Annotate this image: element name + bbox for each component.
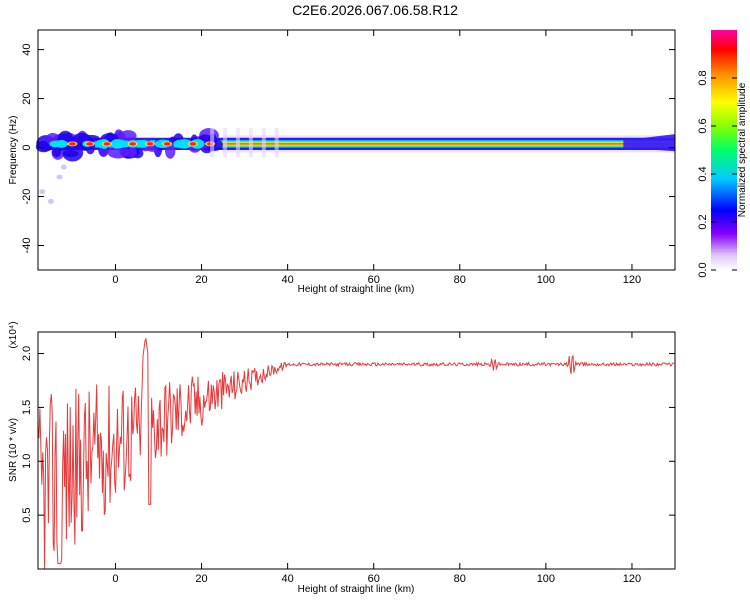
faint-spot	[60, 164, 67, 170]
spectral-blob-cyan	[49, 140, 62, 148]
colorbar-tick-label: 0.8	[697, 70, 709, 85]
spectral-peak-red	[189, 142, 197, 146]
y-tick-label: -20	[21, 189, 33, 205]
colorbar: 0.0 0.2 0.4 0.6 0.8 Normalized spectral ampl…	[697, 30, 748, 278]
colorbar-tick-label: 0.0	[697, 262, 709, 277]
y-tick-label: 0.5	[21, 507, 33, 522]
spectrogram-panel: 0 20 40 60 80 100 120 -40 -20 0 20 40 Height of str…	[8, 29, 676, 295]
faint-spot	[39, 189, 46, 195]
faint-spot	[56, 174, 63, 180]
colorbar-tick-label: 0.2	[697, 214, 709, 229]
x-tick-label: 100	[537, 573, 555, 585]
x-tick-label: 0	[112, 274, 118, 286]
x-tick-label: 100	[537, 274, 555, 286]
faint-column	[261, 127, 266, 158]
x-tick-label: 20	[195, 573, 207, 585]
faint-spot	[47, 198, 54, 204]
y-tick-label: 2.0	[21, 346, 33, 361]
spectral-peak-red	[129, 142, 137, 146]
faint-column	[248, 127, 253, 158]
spectrogram-ticks: 0 20 40 60 80 100 120 -40 -20 0 20 40	[21, 30, 675, 286]
faint-column	[210, 127, 215, 158]
x-tick-label: 80	[454, 274, 466, 286]
snr-panel: 0 20 40 60 80 100 120 0.5 1.0 1.5 2.0 Height of st…	[8, 321, 676, 595]
band-core	[175, 143, 675, 145]
colorbar-gradient	[711, 30, 737, 270]
colorbar-tick-label: 0.4	[697, 166, 709, 181]
y-tick-label: 1.5	[21, 400, 33, 415]
spectral-peak-red	[86, 142, 94, 146]
faint-column	[274, 127, 279, 158]
y-tick-label: 40	[21, 43, 33, 55]
x-tick-label: 40	[282, 274, 294, 286]
spectral-blob-cyan	[176, 139, 193, 149]
spectral-peak-red	[146, 142, 154, 146]
colorbar-tick-label: 0.6	[697, 118, 709, 133]
y-tick-label: -40	[21, 238, 33, 254]
spectral-peak-red	[163, 142, 171, 146]
spectral-blob-cyan	[110, 138, 125, 149]
spectrogram-xlabel: Height of straight line (km)	[298, 284, 415, 295]
spectral-blob	[198, 134, 212, 142]
spectral-blob	[105, 132, 115, 143]
colorbar-label: Normalized spectral amplitude	[737, 82, 748, 217]
y-tick-label: 0	[21, 144, 33, 150]
spectral-blob-cyan	[135, 139, 150, 148]
spectrogram-frame	[37, 29, 676, 271]
spectral-peak-red	[69, 142, 76, 146]
faint-column	[235, 127, 240, 158]
x-tick-label: 120	[623, 274, 641, 286]
x-tick-label: 60	[368, 573, 380, 585]
y-tick-label: 20	[21, 92, 33, 104]
spectral-blob-cyan	[58, 140, 68, 148]
x-tick-label: 80	[454, 573, 466, 585]
spectral-blob	[62, 150, 79, 158]
faint-column	[223, 127, 228, 158]
colorbar-ticks: 0.0 0.2 0.4 0.6 0.8	[697, 70, 737, 278]
snr-frame	[37, 331, 676, 570]
spectrogram-content	[35, 127, 676, 204]
spectral-blob	[124, 148, 137, 158]
spectral-blob	[107, 145, 129, 159]
band-flare	[623, 134, 675, 152]
snr-multiplier: (x10⁴)	[8, 321, 19, 348]
snr-xlabel: Height of straight line (km)	[298, 584, 415, 595]
snr-series-line	[37, 337, 675, 570]
x-tick-label: 60	[368, 274, 380, 286]
spectral-blob	[119, 130, 137, 142]
x-tick-label: 120	[623, 573, 641, 585]
x-tick-label: 20	[195, 274, 207, 286]
x-tick-label: 0	[112, 573, 118, 585]
spectral-blob	[165, 143, 176, 159]
snr-ticks: 0 20 40 60 80 100 120 0.5 1.0 1.5 2.0	[21, 332, 675, 585]
spectral-peak-red	[103, 142, 111, 146]
snr-ylabel: SNR (10 * v/v)	[8, 418, 19, 482]
figure-title: C2E6.2026.067.06.58.R12	[292, 2, 458, 18]
spectrogram-ylabel: Frequency (Hz)	[8, 116, 19, 185]
x-tick-label: 40	[282, 573, 294, 585]
y-tick-label: 1.0	[21, 454, 33, 469]
